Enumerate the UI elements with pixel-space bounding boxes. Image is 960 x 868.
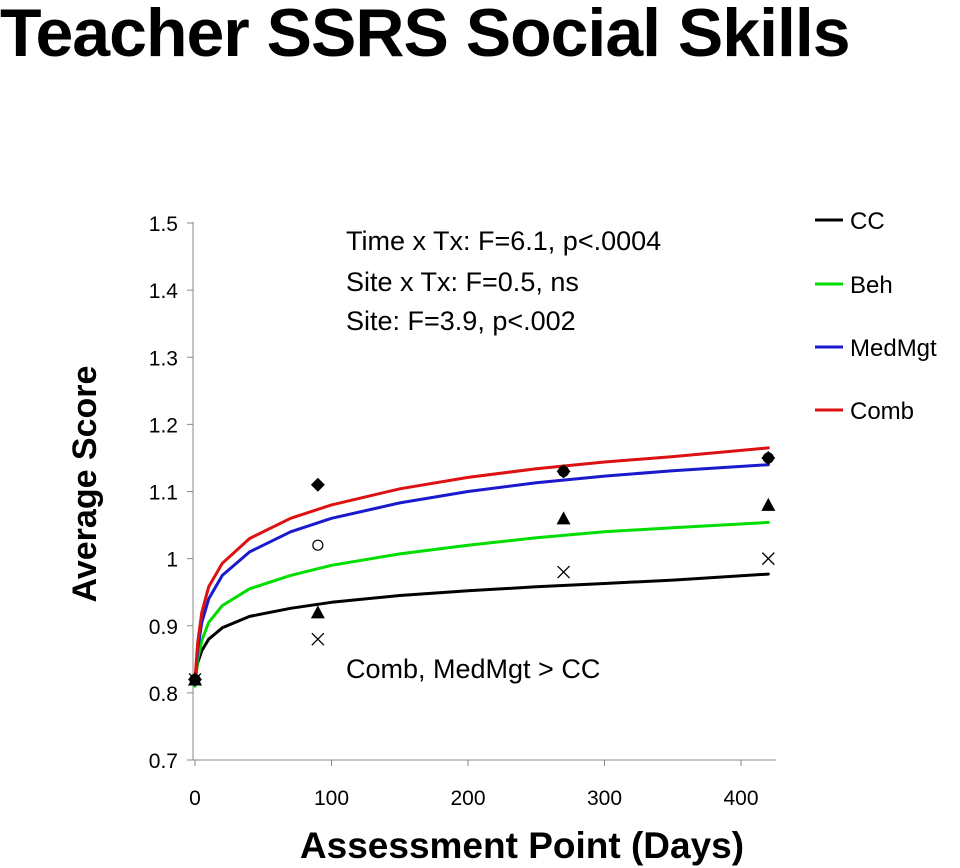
annotation-comparison: Comb, MedMgt > CC (346, 654, 600, 684)
series-line-medmgt (193, 463, 770, 685)
y-tick-label: 1.4 (149, 280, 179, 303)
x-axis-title: Assessment Point (Days) (300, 825, 744, 866)
x-ticks: 0 100 200 300 400 (189, 760, 759, 810)
data-point-beh (761, 497, 776, 511)
y-tick-label: 0.8 (149, 683, 178, 706)
annotation-site-tx: Site x Tx: F=0.5, ns (346, 267, 579, 297)
y-tick-label: 1.5 (149, 213, 178, 236)
legend-label-beh: Beh (850, 272, 893, 299)
legend-label-medmgt: MedMgt (850, 335, 937, 362)
data-point-medmgt (312, 539, 324, 551)
data-point-comb (556, 464, 571, 479)
y-tick-label: 1.1 (149, 482, 178, 505)
x-tick-label: 0 (189, 787, 201, 810)
data-point-beh (556, 511, 571, 525)
y-tick-label: 0.9 (149, 616, 178, 639)
x-tick-label: 200 (450, 787, 485, 810)
y-tick-label: 0.7 (149, 750, 178, 773)
x-tick-label: 100 (314, 787, 349, 810)
annotation-time-tx: Time x Tx: F=6.1, p<.0004 (346, 226, 661, 256)
data-point-cc (311, 632, 325, 646)
y-tick-label: 1 (166, 549, 178, 572)
data-point-comb (310, 477, 325, 492)
y-axis-title: Average Score (66, 366, 104, 603)
chart-title: Teacher SSRS Social Skills (0, 0, 851, 71)
series-line-beh (193, 520, 770, 688)
legend-label-cc: CC (850, 208, 885, 235)
legend: CC Beh MedMgt Comb (815, 208, 937, 425)
y-ticks: 0.7 0.8 0.9 1 1.1 1.2 1.3 1.4 1.5 (149, 213, 193, 773)
legend-label-comb: Comb (850, 398, 914, 425)
x-tick-label: 400 (723, 787, 758, 810)
data-point-comb (761, 450, 776, 465)
fitted-curves (193, 446, 770, 688)
data-point-comb (188, 672, 202, 687)
data-point-cc (557, 565, 571, 579)
series-line-cc (193, 572, 770, 681)
series-line-comb (193, 446, 770, 681)
x-tick-label: 300 (587, 787, 622, 810)
y-tick-label: 1.3 (149, 347, 178, 370)
data-point-cc (761, 552, 775, 566)
observed-markers (188, 450, 776, 687)
annotation-site: Site: F=3.9, p<.002 (346, 306, 576, 336)
y-tick-label: 1.2 (149, 414, 178, 437)
data-point-beh (310, 605, 325, 619)
